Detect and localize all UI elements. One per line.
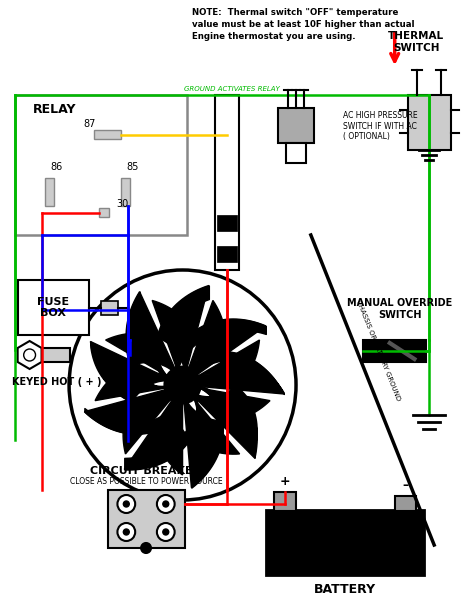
Polygon shape: [95, 292, 181, 401]
Circle shape: [118, 523, 135, 541]
Text: CHASSIS OR BATTERY GROUND: CHASSIS OR BATTERY GROUND: [355, 299, 401, 402]
Text: 85: 85: [126, 162, 139, 172]
Circle shape: [163, 529, 169, 535]
Text: 30: 30: [117, 199, 128, 209]
Bar: [18, 280, 89, 335]
Text: 86: 86: [50, 162, 63, 172]
Polygon shape: [106, 286, 209, 380]
Bar: [121, 178, 130, 206]
Polygon shape: [183, 388, 270, 487]
Text: CIRCUIT BREAKER: CIRCUIT BREAKER: [91, 466, 201, 476]
Text: 87: 87: [84, 119, 96, 129]
Bar: [395, 496, 417, 511]
Text: KEYED HOT ( + ): KEYED HOT ( + ): [12, 377, 102, 387]
Text: +: +: [280, 475, 291, 488]
Text: FUSE
BOX: FUSE BOX: [37, 297, 69, 318]
Bar: [108, 490, 184, 548]
Bar: [43, 348, 70, 362]
Bar: [363, 340, 426, 362]
Bar: [274, 492, 296, 511]
Text: AC HIGH PRESSURE
SWITCH IF WITH AC
( OPTIONAL): AC HIGH PRESSURE SWITCH IF WITH AC ( OPT…: [343, 111, 418, 141]
Circle shape: [165, 367, 201, 403]
Polygon shape: [187, 300, 284, 394]
Polygon shape: [84, 386, 182, 475]
Circle shape: [123, 501, 129, 507]
Circle shape: [69, 270, 296, 500]
Polygon shape: [91, 341, 178, 454]
Circle shape: [163, 501, 169, 507]
Text: MANUAL OVERRIDE
SWITCH: MANUAL OVERRIDE SWITCH: [347, 299, 452, 320]
Circle shape: [141, 543, 151, 553]
Text: GROUND ACTIVATES RELAY: GROUND ACTIVATES RELAY: [184, 86, 280, 92]
Bar: [215, 95, 239, 270]
Circle shape: [157, 523, 174, 541]
Text: BATTERY: BATTERY: [314, 583, 376, 596]
Bar: [99, 208, 109, 217]
Circle shape: [157, 495, 174, 513]
Text: RELAY: RELAY: [33, 103, 76, 116]
Polygon shape: [124, 389, 240, 470]
Bar: [217, 246, 237, 262]
Text: –: –: [402, 479, 409, 492]
Bar: [100, 300, 118, 314]
Bar: [286, 143, 306, 163]
Bar: [217, 215, 237, 231]
Text: FAN: FAN: [232, 398, 262, 412]
Circle shape: [24, 349, 36, 361]
Bar: [278, 108, 314, 143]
Polygon shape: [152, 300, 266, 382]
Text: NOTE:  Thermal switch "OFF" temperature
value must be at least 10F higher than a: NOTE: Thermal switch "OFF" temperature v…: [192, 8, 415, 40]
Bar: [94, 130, 121, 139]
Bar: [15, 95, 188, 235]
Circle shape: [123, 529, 129, 535]
Text: CLOSE AS POSSIBLE TO POWER SOURCE: CLOSE AS POSSIBLE TO POWER SOURCE: [70, 477, 222, 486]
Circle shape: [118, 495, 135, 513]
Bar: [46, 178, 54, 206]
Bar: [408, 95, 451, 150]
Polygon shape: [186, 340, 259, 458]
Text: THERMAL
SWITCH: THERMAL SWITCH: [388, 31, 445, 53]
Bar: [266, 510, 424, 575]
